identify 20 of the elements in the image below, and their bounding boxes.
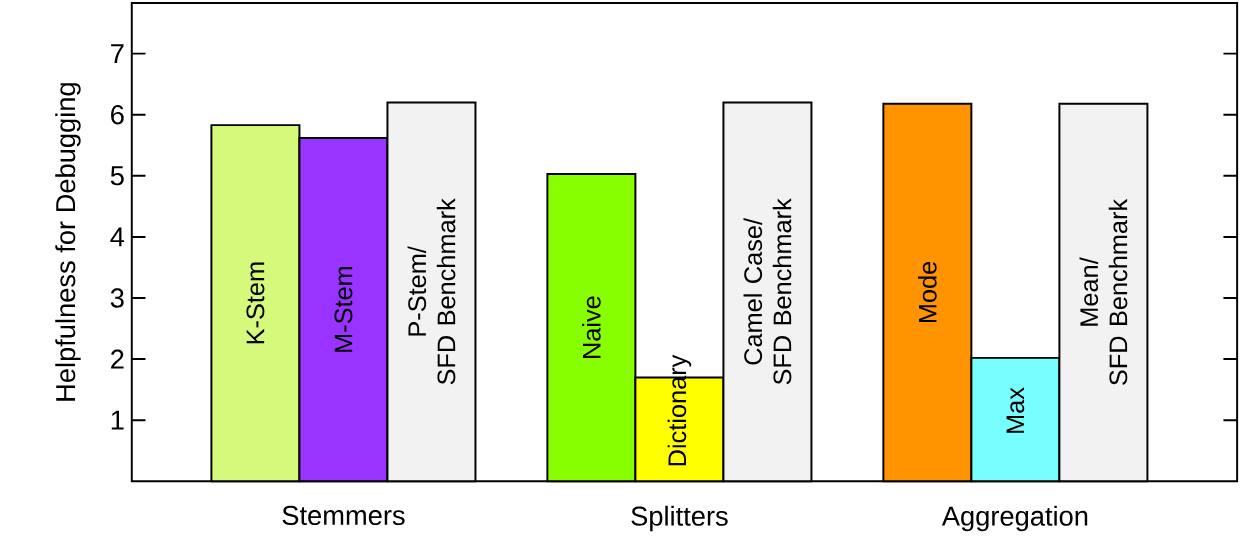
y-tick-label: 1 [111, 410, 124, 430]
y-tick-label: 4 [110, 227, 125, 247]
x-tick-label: Aggregation [941, 505, 1088, 532]
y-tick-label: 7 [111, 44, 124, 64]
data-label: Max [1006, 387, 1025, 433]
y-tick-label: 6 [111, 105, 124, 125]
data-label: Naive [582, 296, 601, 358]
data-label: Dictionary [667, 354, 692, 466]
data-label: Mode [918, 261, 937, 323]
x-tick-label: Splitters [631, 505, 728, 532]
data-label: K-Stem [246, 262, 265, 344]
x-tick-label: Stemmers [282, 505, 405, 526]
data-label: Mean/ SFD Benchmark [1079, 198, 1128, 385]
y-tick-label: 5 [110, 166, 124, 186]
data-label: Camel Case/ SFD Benchmark [743, 198, 792, 385]
data-label: P-Stem/ SFD Benchmark [407, 198, 456, 385]
y-axis-title: Helpfulness for Debugging [55, 83, 81, 401]
y-tick-label: 3 [110, 288, 124, 308]
y-tick-label: 2 [111, 349, 124, 369]
data-label: M-Stem [334, 266, 353, 352]
